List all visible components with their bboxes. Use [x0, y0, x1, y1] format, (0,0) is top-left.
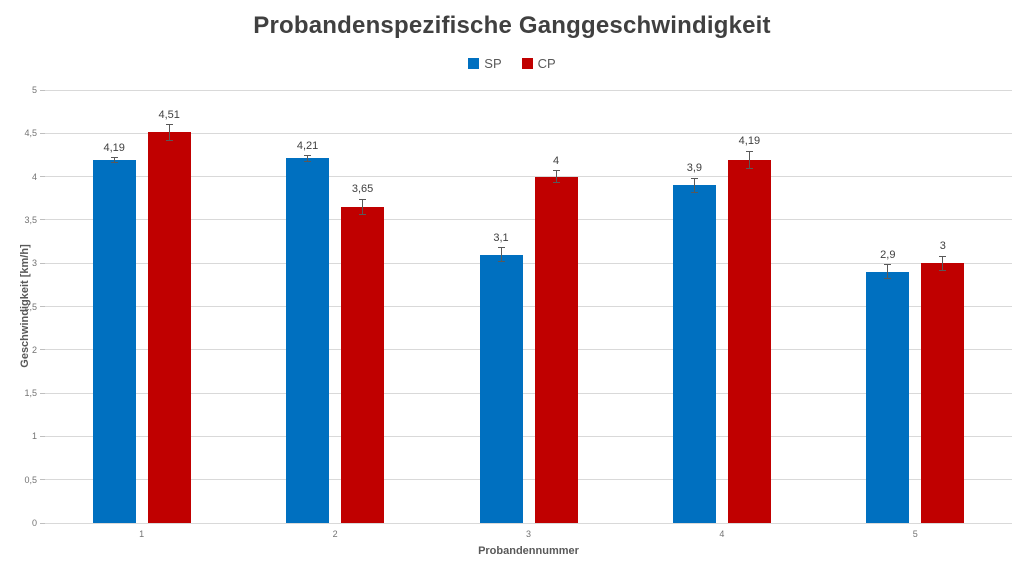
- legend-item-sp: SP: [468, 56, 502, 71]
- legend-label-cp: CP: [537, 56, 556, 71]
- data-label-cp-proband-1: 4,51: [158, 108, 180, 121]
- error-bar-cap: [884, 278, 892, 280]
- error-bar-cp-proband-4: [748, 151, 750, 169]
- data-label-cp-proband-4: 4,19: [738, 135, 761, 148]
- gridline-y-4,5: [45, 132, 1012, 134]
- error-bar-cap: [690, 177, 698, 179]
- gridline-y-2: [45, 349, 1012, 351]
- y-tick-label: 2,5: [24, 301, 37, 312]
- gridline-y-3,5: [45, 219, 1012, 221]
- gridline-y-0,5: [45, 479, 1012, 481]
- plot-area: 4,19 4,51 4,21 3,65 3,1 4 3,9 4,19 2,9 3: [45, 89, 1012, 524]
- x-category-label-1: 1: [139, 529, 145, 539]
- error-bar-cap: [304, 160, 312, 162]
- y-tick-label: 3: [31, 258, 37, 269]
- error-bar-cap: [884, 264, 892, 266]
- data-label-sp-proband-1: 4,19: [103, 141, 125, 154]
- x-category-label-4: 4: [719, 529, 725, 539]
- bar-sp-proband-3: [479, 254, 523, 523]
- bar-cp-proband-5: [921, 263, 965, 523]
- error-bar-cp-proband-3: [555, 170, 557, 183]
- y-tick-mark: [40, 89, 45, 91]
- error-bar-cap: [110, 157, 118, 159]
- bar-sp-proband-4: [672, 185, 716, 523]
- data-label-cp-proband-2: 3,65: [351, 183, 374, 196]
- y-tick-label: 5: [31, 85, 37, 95]
- gridline-y-5: [45, 89, 1012, 91]
- data-label-cp-proband-5: 3: [939, 240, 946, 253]
- error-bar-sp-proband-2: [307, 155, 309, 161]
- error-bar-cp-proband-2: [362, 199, 364, 215]
- error-bar-cap: [110, 162, 118, 164]
- bar-sp-proband-2: [286, 158, 330, 523]
- data-label-sp-proband-5: 2,9: [880, 248, 896, 261]
- error-bar-sp-proband-5: [887, 264, 889, 279]
- bar-cp-proband-1: [147, 132, 191, 523]
- gridline-y-1,5: [45, 392, 1012, 394]
- error-bar-cap: [939, 269, 947, 271]
- y-tick-label: 1,5: [24, 388, 37, 399]
- y-tick-mark: [40, 479, 45, 481]
- y-tick-mark: [40, 522, 45, 524]
- gridline-y-4: [45, 176, 1012, 178]
- y-tick-label: 0: [31, 518, 37, 528]
- gridline-y-1: [45, 435, 1012, 437]
- legend-swatch-cp: [521, 58, 533, 69]
- y-tick-label: 3,5: [24, 214, 37, 225]
- error-bar-cp-proband-5: [942, 256, 944, 271]
- y-tick-label: 4,5: [24, 128, 37, 139]
- y-tick-mark: [40, 349, 45, 351]
- x-category-label-2: 2: [332, 529, 338, 539]
- error-bar-cap: [939, 255, 947, 257]
- error-bar-cap: [745, 168, 753, 170]
- error-bar-cp-proband-1: [168, 124, 170, 141]
- y-tick-mark: [40, 176, 45, 178]
- x-category-label-5: 5: [912, 529, 918, 539]
- error-bar-cap: [359, 214, 367, 216]
- gridline-y-2,5: [45, 306, 1012, 307]
- y-tick-label: 1: [31, 431, 37, 442]
- error-bar-cap: [165, 124, 173, 126]
- y-tick-label: 2: [31, 344, 37, 355]
- y-tick-label: 0,5: [24, 474, 37, 485]
- chart-title: Probandenspezifische Ganggeschwindigkeit: [253, 12, 771, 39]
- error-bar-cap: [745, 150, 753, 152]
- legend: SP CP: [0, 56, 1024, 71]
- y-tick-mark: [40, 132, 45, 134]
- error-bar-sp-proband-4: [693, 178, 695, 193]
- error-bar-cap: [552, 170, 560, 172]
- bar-cp-proband-3: [534, 176, 578, 523]
- data-label-sp-proband-4: 3,9: [686, 162, 703, 175]
- y-tick-mark: [40, 435, 45, 437]
- x-axis-title: Probandennummer: [478, 545, 579, 557]
- legend-swatch-sp: [468, 58, 480, 69]
- bar-cp-proband-4: [727, 160, 771, 523]
- error-bar-cap: [165, 139, 173, 141]
- error-bar-sp-proband-3: [500, 247, 502, 262]
- error-bar-cap: [690, 191, 698, 193]
- bar-sp-proband-5: [866, 271, 910, 523]
- error-bar-cap: [359, 198, 367, 200]
- y-tick-label: 4: [31, 171, 37, 182]
- y-tick-mark: [40, 306, 45, 307]
- error-bar-cap: [497, 247, 505, 249]
- error-bar-sp-proband-1: [113, 157, 115, 163]
- gridline-y-3: [45, 262, 1012, 264]
- data-label-sp-proband-2: 4,21: [296, 139, 319, 152]
- bar-cp-proband-2: [341, 206, 385, 523]
- y-tick-mark: [40, 219, 45, 221]
- y-tick-mark: [40, 392, 45, 394]
- gridline-y-0: [45, 522, 1012, 524]
- legend-item-cp: CP: [521, 56, 556, 71]
- data-label-cp-proband-3: 4: [552, 154, 560, 167]
- error-bar-cap: [497, 260, 505, 262]
- x-category-label-3: 3: [525, 529, 532, 539]
- y-tick-mark: [40, 262, 45, 264]
- legend-label-sp: SP: [484, 56, 502, 71]
- error-bar-cap: [552, 182, 560, 184]
- data-label-sp-proband-3: 3,1: [493, 231, 509, 244]
- error-bar-cap: [304, 155, 312, 157]
- bar-sp-proband-1: [92, 160, 136, 523]
